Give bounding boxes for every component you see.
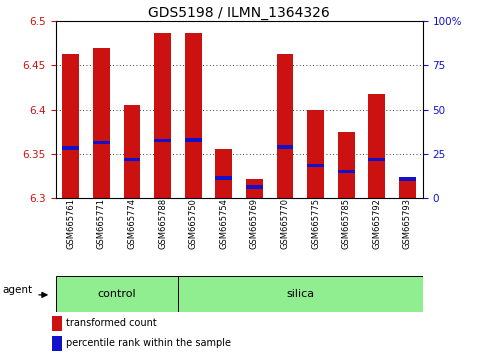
Bar (369, 94, 385, 198)
Bar (62, 54, 79, 198)
Text: GSM665771: GSM665771 (97, 198, 106, 249)
Bar (399, 177, 416, 181)
Bar (124, 158, 141, 161)
Text: GSM665754: GSM665754 (219, 198, 228, 249)
Text: GSM665785: GSM665785 (341, 198, 351, 249)
Bar (338, 170, 355, 173)
Text: GSM665769: GSM665769 (250, 198, 259, 249)
Bar (277, 145, 293, 149)
Text: GSM665793: GSM665793 (403, 198, 412, 249)
Bar (307, 110, 324, 198)
Text: GSM665770: GSM665770 (281, 198, 289, 249)
Bar (93, 141, 110, 144)
Bar (154, 139, 171, 142)
Bar (185, 33, 201, 198)
Text: GSM665788: GSM665788 (158, 198, 167, 249)
Text: control: control (98, 289, 136, 299)
Bar (93, 48, 110, 198)
Bar (52, 336, 62, 350)
Bar (215, 176, 232, 179)
Bar (246, 179, 263, 198)
Text: GSM665792: GSM665792 (372, 198, 381, 249)
Bar (338, 132, 355, 198)
Bar (56, 276, 178, 312)
Bar (154, 33, 171, 198)
Bar (246, 185, 263, 188)
Text: GSM665750: GSM665750 (189, 198, 198, 249)
Bar (185, 138, 201, 142)
Bar (215, 149, 232, 198)
Bar (277, 54, 293, 198)
Text: GSM665761: GSM665761 (66, 198, 75, 249)
Text: agent: agent (3, 285, 33, 295)
Text: GSM665774: GSM665774 (128, 198, 137, 249)
Bar (62, 146, 79, 149)
Text: transformed count: transformed count (66, 318, 156, 328)
Bar (307, 164, 324, 167)
Text: silica: silica (286, 289, 314, 299)
Bar (369, 158, 385, 161)
Bar (52, 316, 62, 331)
Bar (399, 179, 416, 198)
Bar (178, 276, 423, 312)
Title: GDS5198 / ILMN_1364326: GDS5198 / ILMN_1364326 (148, 6, 330, 20)
Text: percentile rank within the sample: percentile rank within the sample (66, 338, 231, 348)
Text: GSM665775: GSM665775 (311, 198, 320, 249)
Bar (124, 105, 141, 198)
